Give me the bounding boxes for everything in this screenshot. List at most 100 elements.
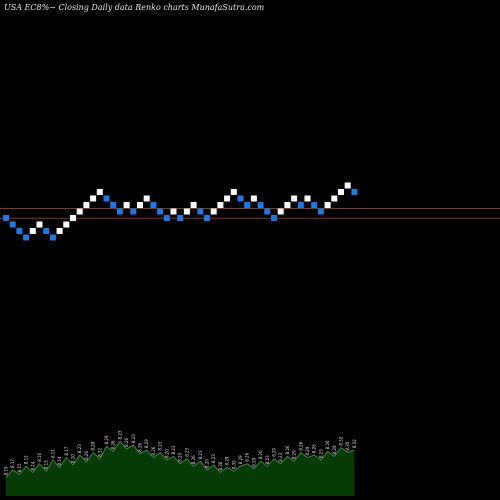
volume-label: 8.20 bbox=[272, 447, 277, 456]
renko-brick-up bbox=[291, 195, 298, 202]
volume-label: 8.17 bbox=[10, 459, 15, 468]
volume-label: 8.29 bbox=[305, 446, 310, 455]
renko-brick-down bbox=[177, 215, 184, 221]
volume-label: 8.12 bbox=[24, 455, 29, 464]
renko-brick-up bbox=[83, 202, 90, 208]
volume-label: 8.26 bbox=[312, 444, 317, 453]
renko-brick-up bbox=[56, 228, 63, 234]
volume-label: 8.29 bbox=[238, 455, 243, 464]
renko-brick-up bbox=[170, 208, 177, 215]
renko-brick-down bbox=[110, 202, 117, 208]
volume-label: 8.32 bbox=[339, 436, 344, 445]
renko-brick-up bbox=[76, 208, 83, 215]
volume-label: 8.20 bbox=[205, 459, 210, 468]
volume-label: 8.23 bbox=[77, 444, 82, 453]
volume-label: 8.26 bbox=[285, 445, 290, 454]
volume-line bbox=[5, 440, 355, 478]
renko-brick-down bbox=[150, 202, 157, 208]
renko-brick-up bbox=[29, 228, 36, 234]
volume-area bbox=[6, 441, 355, 496]
volume-label: 8.20 bbox=[178, 452, 183, 461]
renko-brick-up bbox=[217, 202, 224, 208]
renko-brick-up bbox=[190, 202, 197, 208]
renko-brick-up bbox=[96, 189, 103, 195]
renko-brick-up bbox=[123, 202, 130, 208]
renko-brick-up bbox=[230, 189, 237, 195]
renko-brick-down bbox=[311, 202, 318, 208]
volume-label: 8.23 bbox=[117, 430, 122, 439]
renko-brick-down bbox=[43, 228, 50, 234]
renko-brick-up bbox=[143, 195, 150, 202]
volume-label: 8.26 bbox=[151, 446, 156, 455]
renko-brick-up bbox=[210, 208, 217, 215]
renko-brick-up bbox=[63, 221, 70, 228]
renko-brick-up bbox=[70, 215, 76, 221]
volume-label: 8.23 bbox=[211, 454, 216, 463]
renko-bricks bbox=[3, 182, 358, 241]
volume-label: 8.23 bbox=[184, 447, 189, 456]
volume-label: 8.23 bbox=[318, 449, 323, 458]
renko-brick-down bbox=[257, 202, 264, 208]
volume-label: 8.26 bbox=[84, 451, 89, 460]
volume-label: 8.13 bbox=[44, 460, 49, 469]
renko-brick-down bbox=[204, 215, 210, 221]
renko-brick-down bbox=[103, 195, 110, 202]
volume-label: 8.23 bbox=[171, 445, 176, 454]
renko-brick-up bbox=[331, 195, 338, 202]
renko-brick-down bbox=[197, 208, 204, 215]
renko-brick-down bbox=[23, 234, 30, 241]
renko-brick-up bbox=[284, 202, 291, 208]
volume-label: 8.23 bbox=[198, 450, 203, 459]
volume-label: 8.29 bbox=[104, 435, 109, 444]
volume-label: 8.26 bbox=[245, 452, 250, 461]
renko-brick-up bbox=[90, 195, 97, 202]
volume-label: 8.20 bbox=[164, 449, 169, 458]
renko-brick-down bbox=[271, 215, 277, 221]
volume-label: 8.23 bbox=[265, 455, 270, 464]
volume-label: 8.26 bbox=[258, 450, 263, 459]
renko-brick-down bbox=[3, 215, 9, 221]
volume-label: 8.26 bbox=[218, 461, 223, 470]
volume-label: 8.23 bbox=[278, 452, 283, 461]
volume-label: 8.26 bbox=[138, 442, 143, 451]
volume-label: 8.11 bbox=[50, 449, 55, 458]
renko-brick-down bbox=[116, 208, 123, 215]
volume-label: 8.23 bbox=[158, 441, 163, 450]
renko-brick-up bbox=[344, 182, 351, 189]
renko-brick-down bbox=[130, 208, 137, 215]
volume-label: 8.29 bbox=[251, 457, 256, 466]
renko-brick-down bbox=[163, 215, 170, 221]
renko-brick-up bbox=[250, 195, 257, 202]
renko-brick-down bbox=[16, 228, 23, 234]
volume-label: 8.32 bbox=[97, 447, 102, 456]
volume-label: 8.26 bbox=[124, 438, 129, 447]
volume-label: 8.16 bbox=[37, 452, 42, 461]
volume-label: 8.14 bbox=[57, 456, 62, 465]
reference-lines bbox=[0, 208, 500, 219]
volume-label: 8.19 bbox=[4, 466, 9, 475]
volume-label: 8.15 bbox=[17, 463, 22, 472]
volume-label: 8.35 bbox=[345, 441, 350, 450]
renko-brick-up bbox=[224, 195, 231, 202]
renko-brick-up bbox=[36, 221, 43, 228]
volume-label: 8.29 bbox=[225, 456, 230, 465]
volume-label: 8.32 bbox=[352, 439, 357, 448]
renko-brick-down bbox=[157, 208, 164, 215]
renko-brick-up bbox=[324, 202, 331, 208]
renko-brick-up bbox=[183, 208, 190, 215]
renko-brick-down bbox=[351, 189, 358, 195]
renko-brick-up bbox=[338, 189, 344, 195]
renko-brick-down bbox=[237, 195, 244, 202]
renko-brick-down bbox=[264, 208, 271, 215]
renko-brick-down bbox=[9, 221, 16, 228]
renko-brick-up bbox=[304, 195, 311, 202]
volume-label: 8.26 bbox=[191, 455, 196, 464]
volume-label: 8.32 bbox=[231, 460, 236, 469]
volume-label: 8.26 bbox=[298, 441, 303, 450]
volume-label: 8.29 bbox=[332, 445, 337, 454]
renko-brick-down bbox=[297, 202, 304, 208]
renko-brick-up bbox=[277, 208, 284, 215]
volume-label: 8.26 bbox=[111, 440, 116, 449]
